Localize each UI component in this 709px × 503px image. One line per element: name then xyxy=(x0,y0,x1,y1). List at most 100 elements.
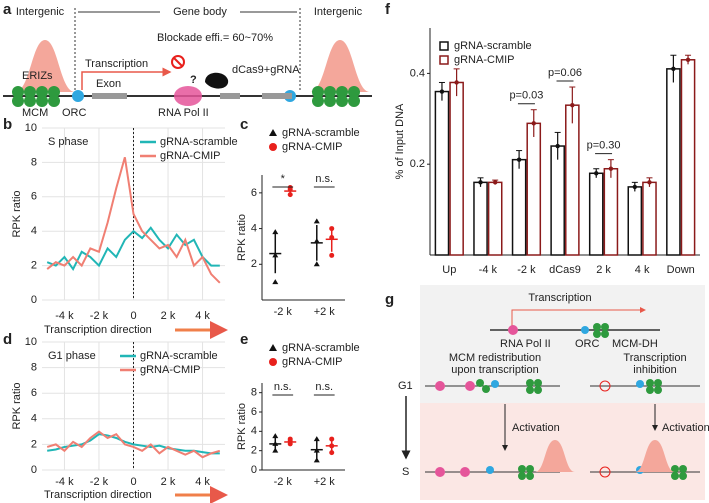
label: Transcription xyxy=(528,292,591,304)
exon xyxy=(220,93,240,99)
point xyxy=(272,447,279,453)
point xyxy=(272,279,279,285)
y-tick-label: 8 xyxy=(251,387,257,399)
x-tick-label: -4 k xyxy=(55,476,74,488)
point xyxy=(531,121,536,126)
y-tick-label: 2 xyxy=(31,438,37,450)
legend-label: gRNA-CMIP xyxy=(282,356,343,368)
point xyxy=(272,433,279,439)
point xyxy=(329,436,335,442)
legend-swatch xyxy=(269,143,277,151)
legend-label: gRNA-CMIP xyxy=(140,364,201,376)
label: upon transcription xyxy=(451,364,538,376)
mcm xyxy=(12,86,360,107)
x-tick-label: -2 k xyxy=(90,310,109,322)
series-line xyxy=(46,226,220,271)
bar xyxy=(666,68,681,256)
x-tick-label: 2 k xyxy=(596,264,611,276)
diagram-g: Transcription RNA Pol II ORC MCM-DH MCM … xyxy=(398,285,709,500)
point xyxy=(313,218,320,224)
point xyxy=(272,252,279,258)
point xyxy=(478,180,483,185)
point xyxy=(313,238,320,244)
x-tick-label: Up xyxy=(442,264,456,276)
y-tick-label: 10 xyxy=(25,122,37,134)
point xyxy=(685,57,691,62)
point xyxy=(439,89,445,94)
point xyxy=(329,252,335,258)
chart-title: S phase xyxy=(48,136,88,148)
y-tick-label: 0 xyxy=(31,294,37,306)
x-tick-label: 4 k xyxy=(635,264,650,276)
legend-label: gRNA-CMIP xyxy=(454,54,515,66)
x-tick-label: 4 k xyxy=(195,476,210,488)
chart-title: G1 phase xyxy=(48,350,96,362)
x-tick-label: dCas9 xyxy=(549,264,581,276)
x-tick-label: 2 k xyxy=(161,310,176,322)
label: ERIZs xyxy=(22,70,53,82)
label: Activation xyxy=(662,422,709,434)
y-tick-label: 0.2 xyxy=(410,158,425,170)
y-axis-label: % of Input DNA xyxy=(394,103,406,179)
legend-swatch xyxy=(269,344,277,351)
bar xyxy=(603,167,619,256)
transcription-arrow xyxy=(81,67,172,90)
bar xyxy=(487,181,503,256)
label: Exon xyxy=(96,78,121,90)
rna-pol xyxy=(174,86,202,106)
y-tick-label: 0 xyxy=(31,464,37,476)
y-axis-label: RPK ratio xyxy=(11,382,23,429)
y-tick-label: 4 xyxy=(31,225,37,237)
orc xyxy=(72,90,84,102)
significance: * xyxy=(281,173,286,185)
transcription-arrow xyxy=(511,307,646,328)
label: Activation xyxy=(512,422,560,434)
mcm xyxy=(476,379,687,480)
bar xyxy=(511,158,527,256)
legend-label: gRNA-scramble xyxy=(282,342,360,354)
y-tick-label: 4 xyxy=(31,413,37,425)
x-tick-label: -2 k xyxy=(274,476,293,488)
y-tick-label: 6 xyxy=(31,387,37,399)
point xyxy=(313,457,320,463)
point xyxy=(608,166,614,171)
y-tick-label: 10 xyxy=(25,336,37,348)
x-axis-label: Transcription direction xyxy=(44,489,152,501)
panel-label: g xyxy=(385,291,394,308)
label: ORC xyxy=(62,107,87,119)
x-tick-label: +2 k xyxy=(314,476,336,488)
y-axis-label: RPK ratio xyxy=(236,403,248,450)
label: ? xyxy=(190,74,197,86)
bar xyxy=(627,186,643,256)
eriz-peak xyxy=(15,40,75,92)
exon xyxy=(262,93,292,99)
panel-labels: a b c d e f g xyxy=(3,1,394,348)
label: dCas9+gRNA xyxy=(232,64,300,76)
x-tick-label: -2 k xyxy=(517,264,536,276)
legend-label: gRNA-scramble xyxy=(282,127,360,139)
mcm xyxy=(593,323,609,338)
label: MCM xyxy=(22,107,48,119)
y-tick-label: 6 xyxy=(31,191,37,203)
y-tick-label: 6 xyxy=(251,406,257,418)
y-tick-label: 0 xyxy=(251,464,257,476)
eriz-peak xyxy=(635,440,675,472)
point xyxy=(570,102,575,108)
series-line xyxy=(47,433,220,455)
legend-label: gRNA-scramble xyxy=(160,136,238,148)
x-tick-label: 0 xyxy=(130,310,136,322)
point xyxy=(671,66,676,72)
legend-swatch xyxy=(439,41,449,51)
point xyxy=(454,80,459,85)
label: Transcription xyxy=(85,58,148,70)
label: inhibition xyxy=(633,364,676,376)
y-tick-label: 6 xyxy=(251,187,257,199)
eriz-peak xyxy=(535,440,575,472)
bar xyxy=(588,172,604,256)
bar xyxy=(434,90,450,256)
label: Transcription xyxy=(623,352,686,364)
x-tick-label: -2 k xyxy=(90,476,109,488)
panel-label: b xyxy=(3,116,12,133)
point xyxy=(516,157,522,162)
